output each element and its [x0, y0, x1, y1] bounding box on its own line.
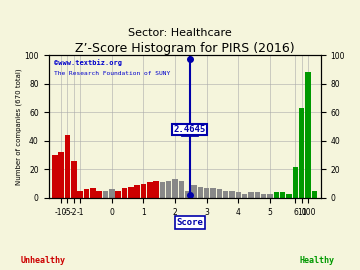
Text: The Research Foundation of SUNY: The Research Foundation of SUNY: [54, 71, 170, 76]
Bar: [274, 192, 279, 198]
Bar: [229, 191, 235, 198]
Bar: [90, 188, 95, 198]
Bar: [84, 190, 89, 198]
Bar: [52, 155, 58, 198]
Bar: [109, 190, 114, 198]
Bar: [134, 185, 140, 198]
Bar: [287, 194, 292, 198]
Bar: [103, 191, 108, 198]
Bar: [217, 190, 222, 198]
Bar: [122, 188, 127, 198]
Bar: [172, 179, 178, 198]
Bar: [116, 191, 121, 198]
Text: Healthy: Healthy: [299, 256, 334, 265]
Bar: [312, 191, 317, 198]
Text: Unhealthy: Unhealthy: [21, 256, 66, 265]
Bar: [77, 191, 83, 198]
Bar: [153, 181, 159, 198]
Bar: [211, 188, 216, 198]
Bar: [147, 182, 153, 198]
Text: 2.4645: 2.4645: [174, 125, 206, 134]
Bar: [261, 194, 266, 198]
Title: Z’-Score Histogram for PIRS (2016): Z’-Score Histogram for PIRS (2016): [75, 42, 294, 55]
Bar: [141, 184, 146, 198]
Text: ©www.textbiz.org: ©www.textbiz.org: [54, 59, 122, 66]
Bar: [185, 191, 190, 198]
Bar: [166, 181, 171, 198]
Bar: [223, 191, 229, 198]
Bar: [96, 191, 102, 198]
Bar: [248, 192, 254, 198]
Bar: [242, 194, 247, 198]
Bar: [267, 194, 273, 198]
Bar: [71, 161, 77, 198]
Bar: [280, 192, 285, 198]
Text: Score: Score: [176, 218, 203, 227]
Text: Sector: Healthcare: Sector: Healthcare: [128, 28, 232, 38]
Bar: [160, 182, 165, 198]
Bar: [305, 72, 311, 198]
Bar: [198, 187, 203, 198]
Y-axis label: Number of companies (670 total): Number of companies (670 total): [15, 68, 22, 185]
Bar: [293, 167, 298, 198]
Bar: [204, 188, 210, 198]
Bar: [65, 135, 70, 198]
Bar: [299, 108, 305, 198]
Bar: [192, 185, 197, 198]
Bar: [128, 187, 134, 198]
Bar: [179, 181, 184, 198]
Bar: [58, 152, 64, 198]
Bar: [236, 192, 241, 198]
Bar: [255, 192, 260, 198]
